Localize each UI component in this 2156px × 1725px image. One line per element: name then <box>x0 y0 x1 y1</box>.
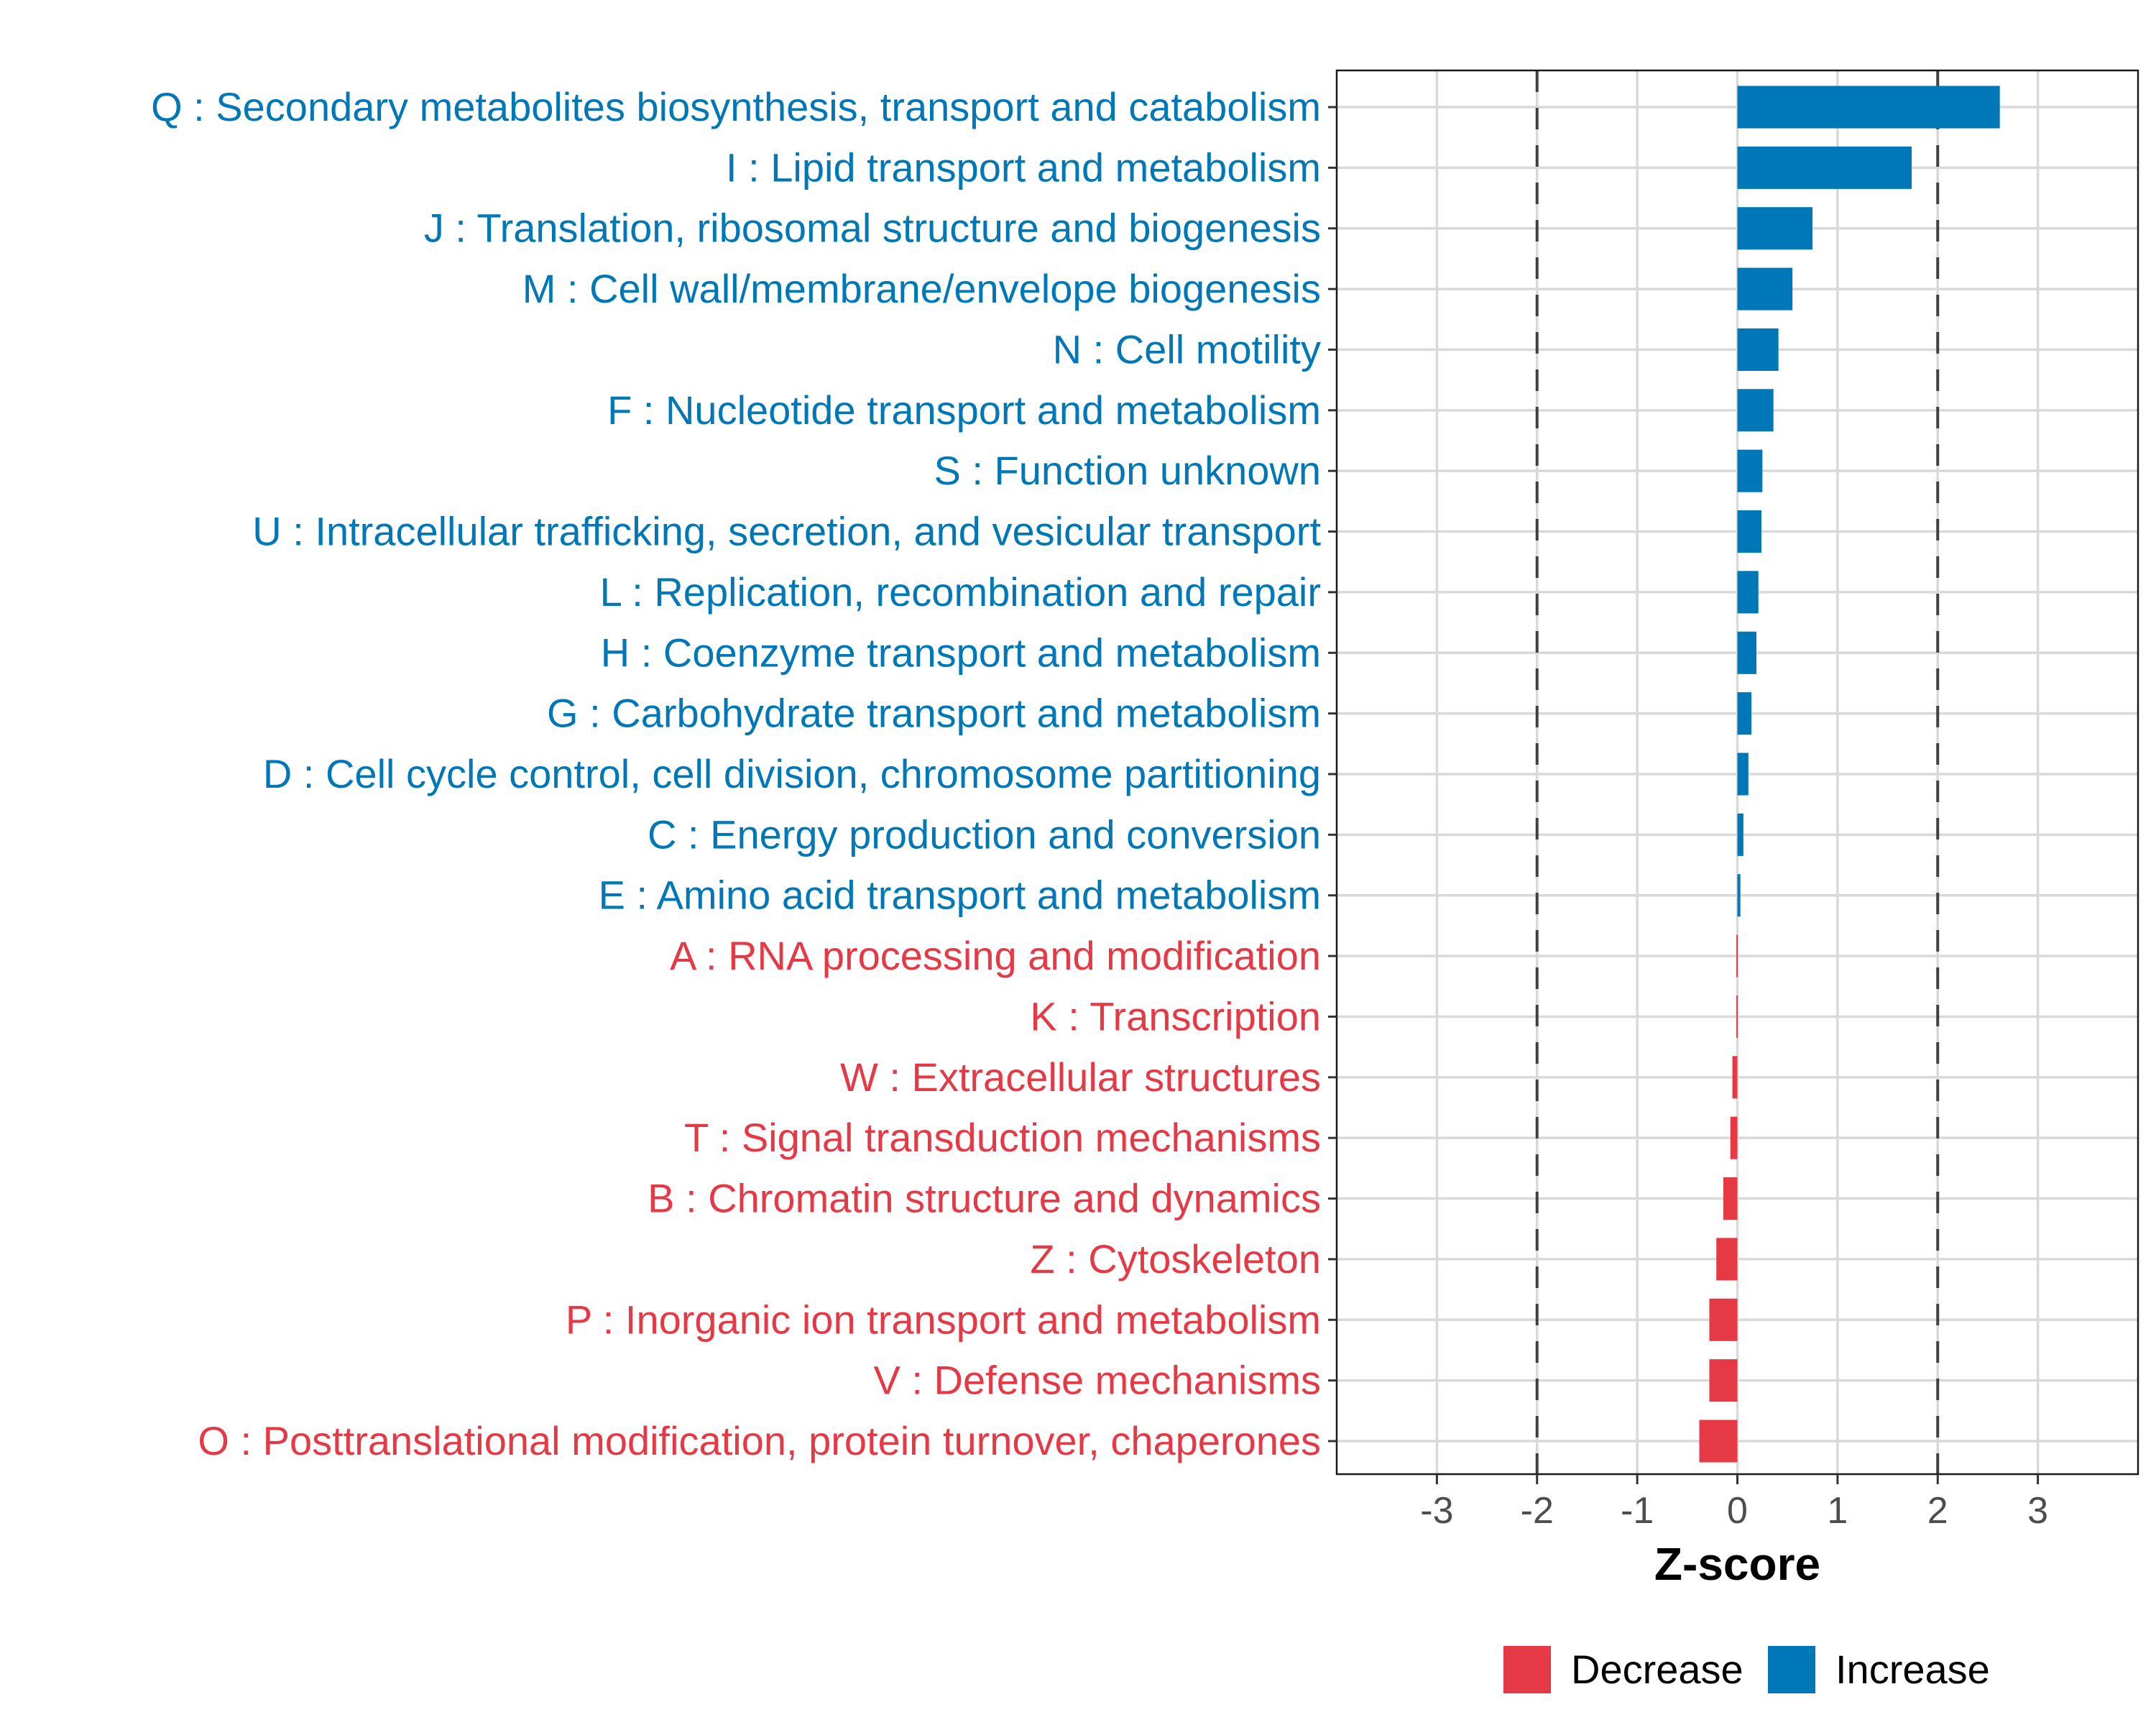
y-tick-label: G : Carbohydrate transport and metabolis… <box>547 691 1321 736</box>
x-tick-label: -1 <box>1621 1490 1654 1532</box>
y-tick-label: D : Cell cycle control, cell division, c… <box>263 751 1321 796</box>
bar <box>1737 813 1743 856</box>
y-tick-label: J : Translation, ribosomal structure and… <box>424 206 1321 251</box>
bar <box>1737 753 1749 796</box>
bar <box>1737 571 1759 614</box>
bar <box>1737 692 1752 735</box>
bar <box>1737 207 1813 250</box>
legend-swatch-increase <box>1768 1646 1815 1693</box>
y-tick-label: F : Nucleotide transport and metabolism <box>607 387 1321 433</box>
bar <box>1736 995 1738 1038</box>
y-tick-label: K : Transcription <box>1030 993 1321 1039</box>
bar <box>1737 631 1756 674</box>
bar <box>1737 510 1761 553</box>
y-tick-label: A : RNA processing and modification <box>670 933 1321 978</box>
y-tick-label: U : Intracellular trafficking, secretion… <box>252 509 1321 554</box>
y-tick-label: T : Signal transduction mechanisms <box>684 1115 1321 1160</box>
x-tick-label: 2 <box>1927 1490 1948 1532</box>
legend-label-decrease: Decrease <box>1571 1647 1743 1692</box>
bar <box>1737 389 1774 432</box>
bar <box>1709 1298 1738 1341</box>
legend-label-increase: Increase <box>1835 1647 1990 1692</box>
y-tick-label: S : Function unknown <box>934 448 1321 493</box>
bar <box>1737 449 1763 492</box>
y-tick-label: Z : Cytoskeleton <box>1030 1236 1321 1282</box>
legend: Decrease Increase <box>1503 1646 1990 1693</box>
y-tick-label: W : Extracellular structures <box>840 1054 1321 1100</box>
x-tick-label: 0 <box>1727 1490 1748 1532</box>
x-axis-title: Z-score <box>1654 1538 1820 1590</box>
bar <box>1737 146 1912 189</box>
reference-lines <box>1535 70 1940 1474</box>
y-tick-label: E : Amino acid transport and metabolism <box>599 873 1321 918</box>
y-tick-label: H : Coenzyme transport and metabolism <box>601 630 1321 675</box>
x-tick-label: -2 <box>1521 1490 1554 1532</box>
bar <box>1716 1238 1738 1281</box>
y-tick-label: V : Defense mechanisms <box>874 1358 1321 1403</box>
y-tick-label: Q : Secondary metabolites biosynthesis, … <box>151 84 1321 129</box>
y-tick-label: C : Energy production and conversion <box>648 811 1321 857</box>
bar <box>1709 1359 1738 1402</box>
y-tick-label: M : Cell wall/membrane/envelope biogenes… <box>522 266 1321 311</box>
x-tick-label: 1 <box>1827 1490 1848 1532</box>
y-tick-label: P : Inorganic ion transport and metaboli… <box>566 1297 1321 1342</box>
bar <box>1737 86 2000 129</box>
bar <box>1730 1116 1738 1159</box>
bar <box>1736 934 1738 978</box>
y-tick-label: I : Lipid transport and metabolism <box>726 144 1321 190</box>
y-axis: Q : Secondary metabolites biosynthesis, … <box>151 84 1337 1463</box>
x-tick-label: 3 <box>2027 1490 2048 1532</box>
bar <box>1732 1056 1738 1099</box>
bars <box>1699 86 2000 1463</box>
legend-swatch-decrease <box>1503 1646 1551 1693</box>
y-tick-label: B : Chromatin structure and dynamics <box>648 1176 1321 1221</box>
x-axis: -3 -2 -1 0 1 2 3 <box>1420 1474 2048 1532</box>
y-tick-label: N : Cell motility <box>1053 326 1321 372</box>
bar <box>1699 1420 1738 1463</box>
bar <box>1737 267 1793 310</box>
x-tick-label: -3 <box>1420 1490 1453 1532</box>
y-tick-label: L : Replication, recombination and repai… <box>600 569 1321 615</box>
bar <box>1737 328 1779 371</box>
bar <box>1737 874 1741 917</box>
bar <box>1723 1177 1738 1220</box>
y-tick-label: O : Posttranslational modification, prot… <box>198 1418 1321 1463</box>
